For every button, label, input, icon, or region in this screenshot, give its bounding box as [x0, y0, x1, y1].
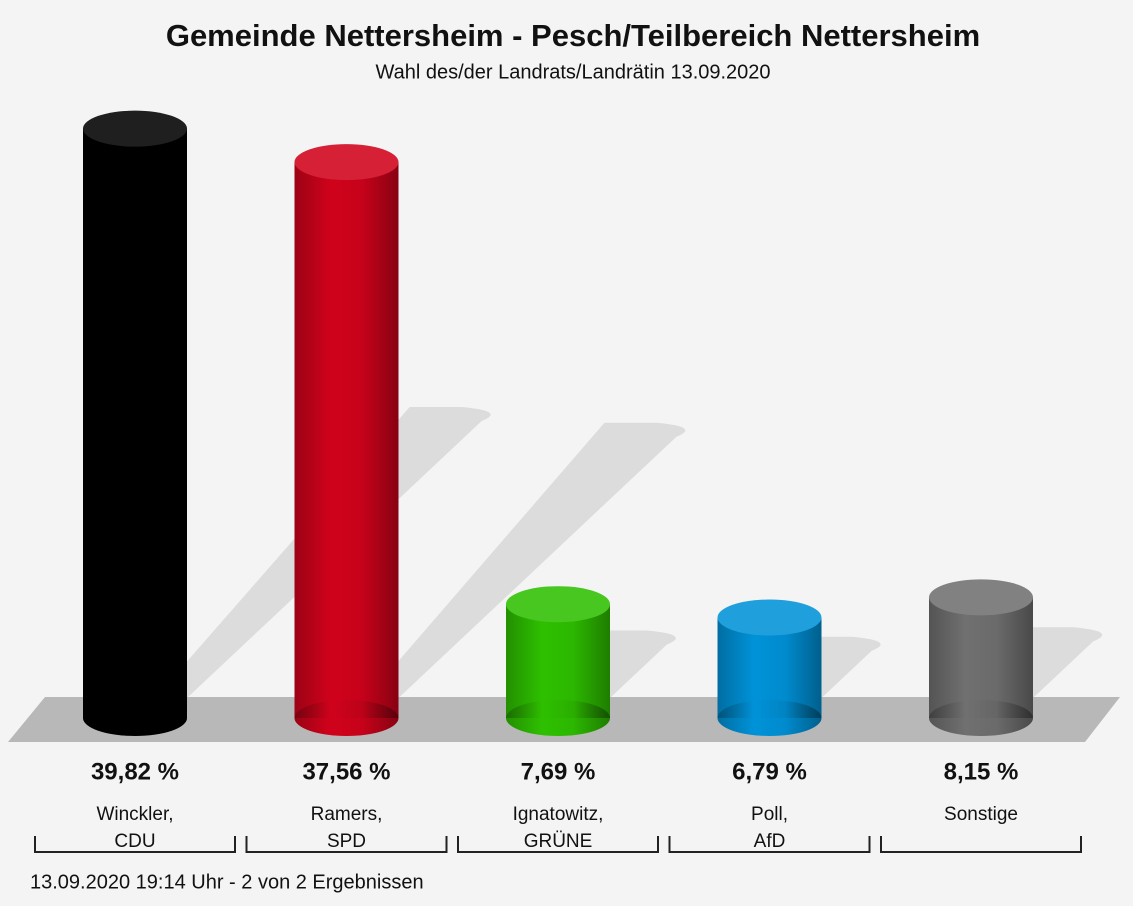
category-label: Poll, [751, 804, 788, 825]
category-label: AfD [754, 831, 786, 852]
bar-shading [294, 162, 399, 718]
category-label: CDU [114, 831, 155, 852]
category-label: Ignatowitz, [513, 804, 604, 825]
bar-top [294, 144, 399, 181]
category-bracket [34, 836, 236, 853]
category-bracket [668, 836, 871, 853]
category-label: Ramers, [311, 804, 383, 825]
bar-shadow [366, 422, 686, 698]
bar-top [717, 599, 822, 636]
value-label: 37,56 % [302, 758, 390, 785]
bar-bottom-shading [83, 700, 187, 736]
bar-shading [929, 597, 1033, 718]
bar-top-highlight [717, 599, 822, 636]
bar-top-highlight [506, 586, 610, 623]
footer: 13.09.2020 19:14 Uhr - 2 von 2 Ergebniss… [30, 871, 424, 893]
chart-subtitle: Wahl des/der Landrats/Landrätin 13.09.20… [375, 61, 770, 83]
value-label: 7,69 % [521, 758, 596, 785]
category-label: SPD [327, 831, 366, 852]
value-label: 8,15 % [944, 758, 1019, 785]
category-bracket [880, 836, 1082, 853]
value-label: 6,79 % [732, 758, 807, 785]
category-label: Winckler, [96, 804, 173, 825]
bar-bottom-shading [506, 700, 610, 736]
bar-top [83, 110, 187, 147]
bar-top-highlight [929, 579, 1033, 616]
category-bracket [457, 836, 659, 853]
bar-top-highlight [83, 110, 187, 147]
chart-title: Gemeinde Nettersheim - Pesch/Teilbereich… [166, 18, 980, 53]
category-label: GRÜNE [524, 831, 593, 852]
category-bracket [245, 836, 448, 853]
category-label: Sonstige [944, 804, 1018, 825]
bar-shading [506, 604, 610, 718]
bar-shading [83, 128, 187, 718]
bar-top [929, 579, 1033, 616]
bar-bottom-shading [294, 700, 399, 736]
bar-top [506, 586, 610, 623]
bar-bottom-shading [717, 700, 822, 736]
bar-top-highlight [294, 144, 399, 181]
value-label: 39,82 % [91, 758, 179, 785]
bar-bottom-shading [929, 700, 1033, 736]
